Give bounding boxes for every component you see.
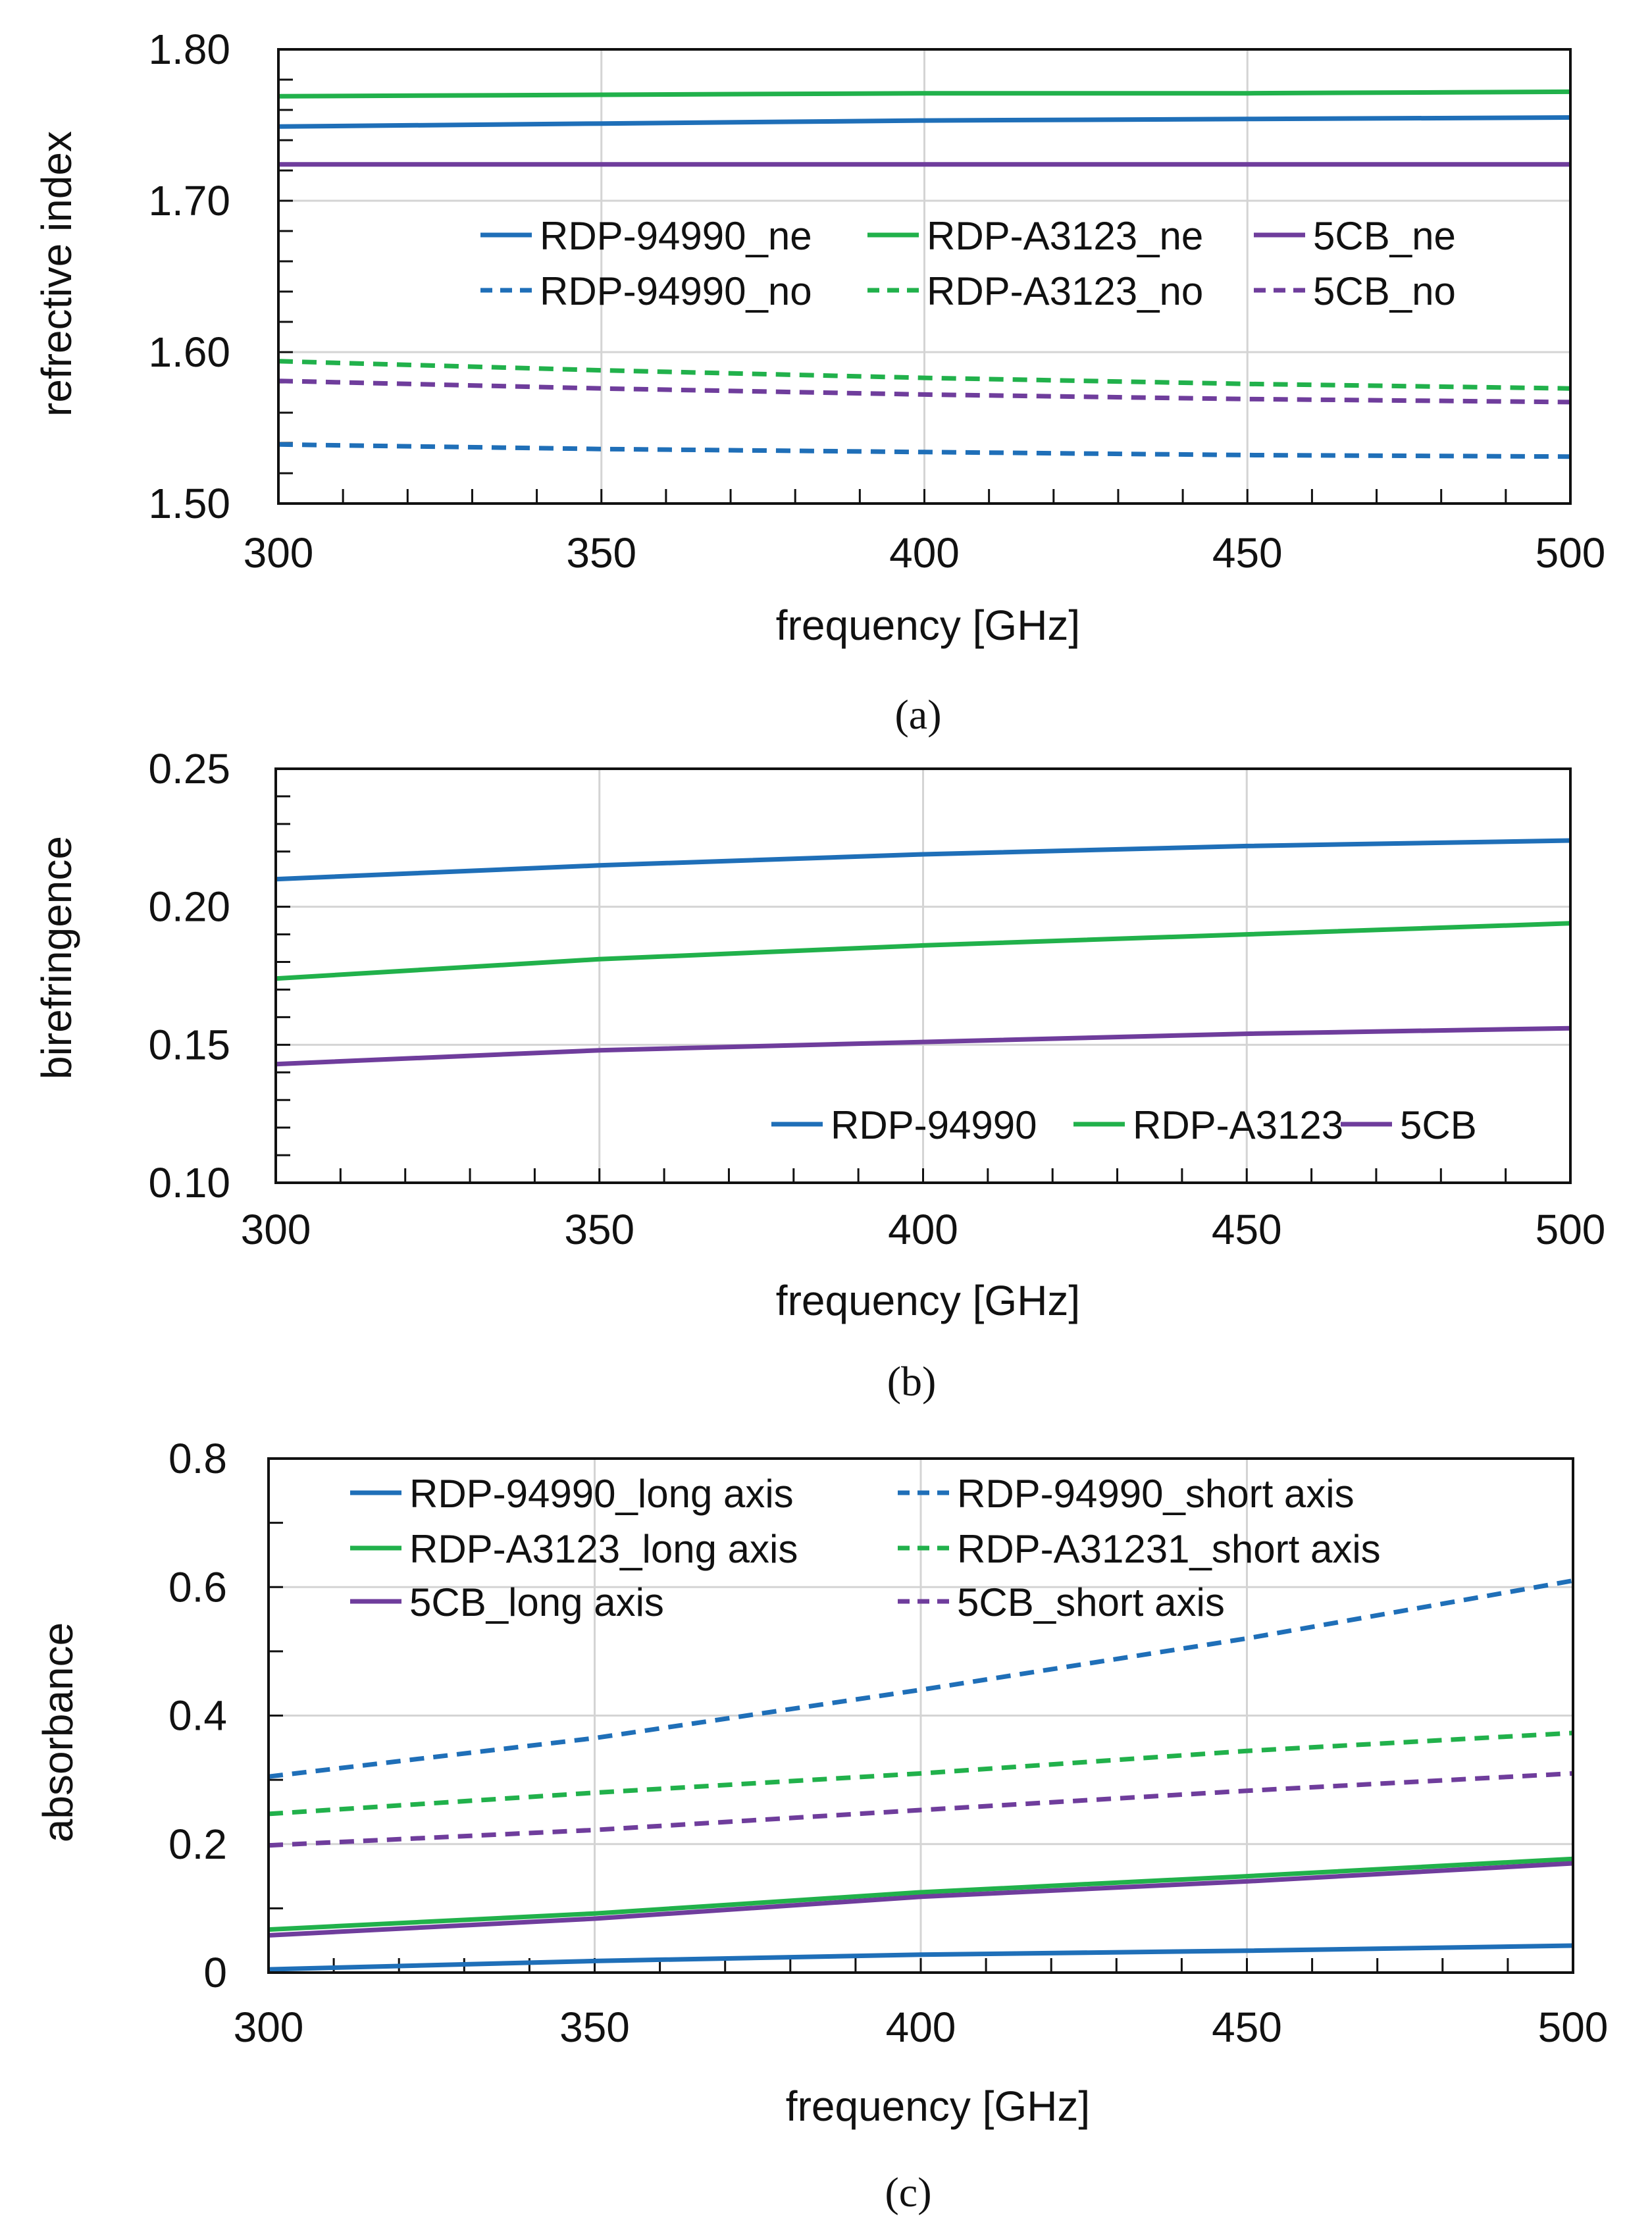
x-tick-label: 500 [1536,1206,1606,1253]
x-tick-label: 350 [559,2004,630,2051]
legend-label: 5CB_ne [1313,214,1456,258]
y-tick-label: 0 [203,1949,227,1996]
y-tick-label: 0.4 [168,1692,227,1740]
series-line-5cb-no [278,378,1571,405]
y-axis-title: absorbance [34,1622,82,1842]
x-tick-label: 500 [1536,529,1606,577]
x-tick-label: 450 [1212,1206,1282,1253]
panel-caption: (c) [885,2169,931,2215]
legend-label: 5CB_long axis [409,1580,664,1624]
chart-legend: RDP-94990 RDP-A3123 5CB [771,1103,1477,1147]
legend-label: RDP-94990_no [540,269,812,313]
chart-panel-c: 300 350 400 450 500 0 0.2 0.4 0.6 0.8 frequency … [34,1435,1608,2215]
x-tick-label: 400 [888,1206,958,1253]
chart-legend: RDP-94990_ne RDP-A3123_ne 5CB_ne RDP-94990_… [480,214,1456,313]
x-axis-title: frequency [GHz] [776,1277,1080,1324]
series-line-rdp-a3123-long-axis [268,1856,1574,1932]
legend-label: RDP-A3123 [1133,1103,1343,1147]
x-tick-labels: 300 350 400 450 500 [234,2004,1609,2051]
x-axis-title: frequency [GHz] [786,2083,1090,2130]
y-tick-label: 0.6 [168,1563,227,1611]
legend-label: RDP-A3123_ne [927,214,1203,258]
x-tick-label: 350 [566,529,636,577]
y-tick-label: 0.20 [148,883,230,931]
legend-label: RDP-94990 [831,1103,1037,1147]
y-tick-labels: 0 0.2 0.4 0.6 0.8 [168,1435,227,1996]
x-tick-label: 450 [1212,529,1283,577]
legend-label: RDP-A3123_no [927,269,1203,313]
y-axis-title: refrective index [33,131,80,417]
panel-caption: (b) [887,1358,937,1405]
y-tick-label: 1.70 [148,177,230,224]
chart-grid [269,1459,1573,1973]
series-line-rdp-94990-no [278,442,1571,459]
x-tick-label: 400 [886,2004,956,2051]
series-line-rdp-94990-long-axis [268,1943,1574,1972]
chart-grid [276,769,1570,1183]
y-tick-label: 0.8 [168,1435,227,1482]
legend-label: RDP-94990_long axis [409,1472,794,1516]
x-tick-labels: 300 350 400 450 500 [241,1206,1606,1253]
series-line-rdp-94990-ne [278,115,1571,129]
series-line-rdp-94990 [275,838,1571,882]
series-line-rdp-94990-short-axis [268,1578,1574,1779]
chart-series [275,838,1571,1067]
series-line-rdp-a3123-no [278,359,1571,391]
chart-panel-a: 300 350 400 450 500 1.50 1.60 1.70 1.80 frequen… [33,26,1605,738]
legend-label: 5CB_no [1313,269,1456,313]
chart-panel-b: 300 350 400 450 500 0.10 0.15 0.20 0.25 frequen… [33,745,1605,1405]
y-tick-label: 1.60 [148,328,230,376]
plot-frame [277,48,1572,505]
y-tick-labels: 0.10 0.15 0.20 0.25 [148,745,230,1206]
y-tick-label: 0.25 [148,745,230,792]
x-tick-label: 300 [244,529,314,577]
plot-frame [274,767,1572,1184]
x-tick-labels: 300 350 400 450 500 [244,529,1606,577]
y-tick-label: 0.15 [148,1021,230,1068]
series-line-5cb-long-axis [268,1861,1574,1938]
x-tick-label: 450 [1212,2004,1282,2051]
y-tick-label: 0.10 [148,1159,230,1206]
legend-label: RDP-94990_short axis [957,1472,1355,1516]
series-line-5cb-short-axis [268,1771,1574,1848]
chart-series [268,1578,1574,1972]
x-tick-label: 300 [234,2004,304,2051]
legend-label: RDP-94990_ne [540,214,812,258]
series-line-rdp-a3123 [275,921,1571,981]
x-tick-label: 500 [1538,2004,1609,2051]
plot-frame [267,1457,1574,1974]
legend-label: 5CB_short axis [957,1580,1225,1624]
y-axis-title: birefringence [33,836,80,1079]
chart-legend: RDP-94990_long axis RDP-94990_short axis R… [350,1472,1381,1624]
y-tick-label: 1.80 [148,26,230,73]
x-tick-label: 300 [241,1206,311,1253]
series-line-rdp-a3123-ne [278,89,1571,99]
x-axis-title: frequency [GHz] [776,602,1080,649]
legend-label: RDP-A3123_long axis [409,1527,798,1571]
panel-caption: (a) [894,691,941,738]
legend-label: RDP-A31231_short axis [957,1527,1381,1571]
y-tick-label: 0.2 [168,1821,227,1868]
series-line-5cb [275,1025,1571,1067]
chart-series [278,89,1571,459]
series-line-rdp-a31231-short-axis [268,1730,1574,1817]
x-tick-label: 400 [889,529,960,577]
legend-label: 5CB [1400,1103,1477,1147]
y-tick-labels: 1.50 1.60 1.70 1.80 [148,26,230,527]
x-tick-label: 350 [564,1206,634,1253]
y-tick-label: 1.50 [148,480,230,527]
